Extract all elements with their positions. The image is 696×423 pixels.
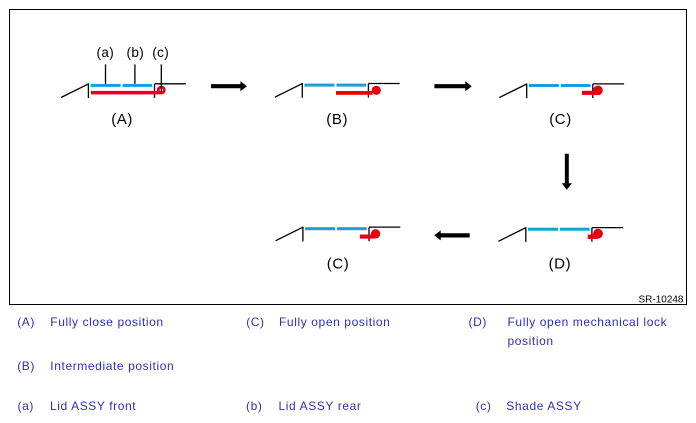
svg-text:(b): (b) [126,45,144,60]
svg-text:(D): (D) [549,256,572,273]
svg-text:(A): (A) [111,111,133,128]
svg-text:SR-10248: SR-10248 [638,294,683,305]
svg-text:(c): (c) [152,45,169,60]
svg-text:(C): (C) [549,111,572,128]
svg-text:(a): (a) [96,45,114,60]
svg-text:(C): (C) [327,256,350,273]
svg-text:(B): (B) [326,111,348,128]
